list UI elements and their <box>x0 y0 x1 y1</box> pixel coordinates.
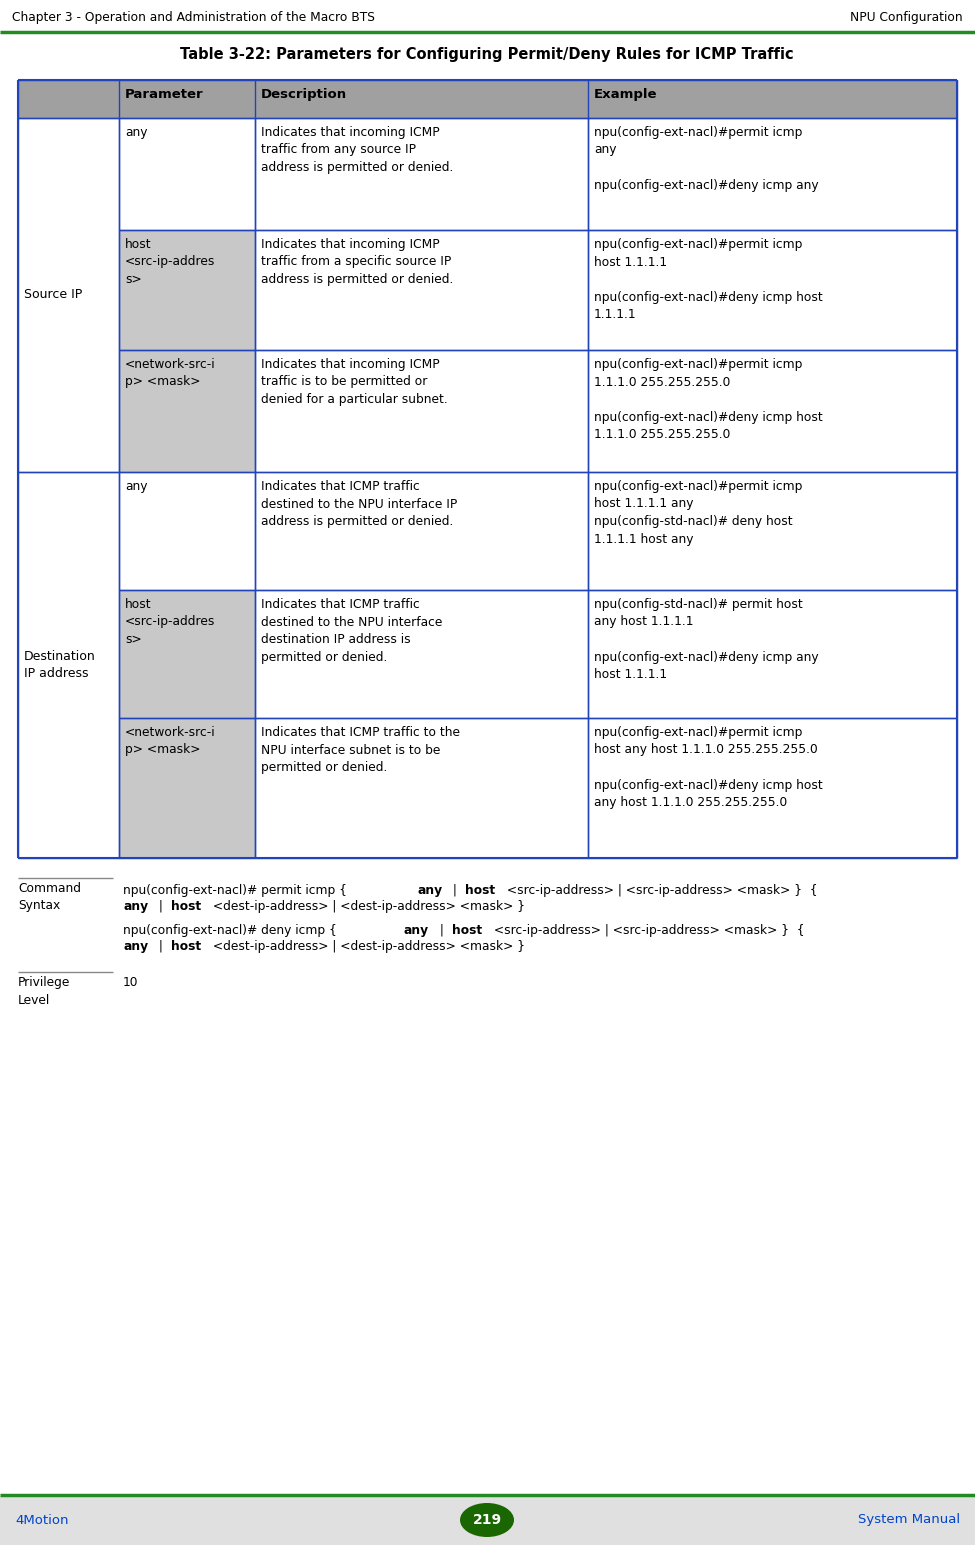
Bar <box>588 473 957 590</box>
Text: Example: Example <box>594 88 657 100</box>
Bar <box>255 473 588 590</box>
Text: Table 3-22: Parameters for Configuring Permit/Deny Rules for ICMP Traffic: Table 3-22: Parameters for Configuring P… <box>180 48 794 62</box>
Bar <box>119 473 255 590</box>
Text: |: | <box>437 924 448 936</box>
Bar <box>18 80 119 117</box>
Bar <box>119 351 255 473</box>
Text: Source IP: Source IP <box>24 289 82 301</box>
Bar <box>588 351 957 473</box>
Text: 4Motion: 4Motion <box>15 1514 68 1526</box>
Text: System Manual: System Manual <box>858 1514 960 1526</box>
Text: Parameter: Parameter <box>125 88 204 100</box>
Text: npu(config-ext-nacl)#permit icmp
host 1.1.1.1

npu(config-ext-nacl)#deny icmp ho: npu(config-ext-nacl)#permit icmp host 1.… <box>594 238 823 321</box>
Text: Indicates that incoming ICMP
traffic from any source IP
address is permitted or : Indicates that incoming ICMP traffic fro… <box>261 127 453 175</box>
Text: |: | <box>449 884 461 898</box>
Text: npu(config-ext-nacl)# permit icmp {: npu(config-ext-nacl)# permit icmp { <box>123 884 351 898</box>
Text: Indicates that ICMP traffic
destined to the NPU interface
destination IP address: Indicates that ICMP traffic destined to … <box>261 598 443 663</box>
Text: <network-src-i
p> <mask>: <network-src-i p> <mask> <box>125 358 215 388</box>
Text: npu(config-ext-nacl)#permit icmp
host any host 1.1.1.0 255.255.255.0

npu(config: npu(config-ext-nacl)#permit icmp host an… <box>594 726 823 810</box>
Text: npu(config-ext-nacl)#permit icmp
any

npu(config-ext-nacl)#deny icmp any: npu(config-ext-nacl)#permit icmp any npu… <box>594 127 819 192</box>
Text: host: host <box>171 901 201 913</box>
Bar <box>119 117 255 230</box>
Text: npu(config-ext-nacl)#permit icmp
1.1.1.0 255.255.255.0

npu(config-ext-nacl)#den: npu(config-ext-nacl)#permit icmp 1.1.1.0… <box>594 358 823 440</box>
Bar <box>588 230 957 351</box>
Text: <dest-ip-address> | <dest-ip-address> <mask> }: <dest-ip-address> | <dest-ip-address> <m… <box>210 901 526 913</box>
Text: Indicates that ICMP traffic to the
NPU interface subnet is to be
permitted or de: Indicates that ICMP traffic to the NPU i… <box>261 726 460 774</box>
Text: host: host <box>171 939 201 953</box>
Text: <dest-ip-address> | <dest-ip-address> <mask> }: <dest-ip-address> | <dest-ip-address> <m… <box>210 939 526 953</box>
Bar <box>255 117 588 230</box>
Text: NPU Configuration: NPU Configuration <box>850 11 963 25</box>
Text: any: any <box>125 480 147 493</box>
Text: Destination
IP address: Destination IP address <box>24 650 96 680</box>
Bar <box>588 718 957 857</box>
Text: Chapter 3 - Operation and Administration of the Macro BTS: Chapter 3 - Operation and Administration… <box>12 11 374 25</box>
Bar <box>588 117 957 230</box>
Text: any: any <box>123 939 148 953</box>
Bar <box>119 718 255 857</box>
Bar <box>255 351 588 473</box>
Bar <box>18 117 119 473</box>
Bar <box>119 80 255 117</box>
Text: Indicates that incoming ICMP
traffic is to be permitted or
denied for a particul: Indicates that incoming ICMP traffic is … <box>261 358 448 406</box>
Text: Privilege
Level: Privilege Level <box>18 976 70 1006</box>
Text: Command
Syntax: Command Syntax <box>18 882 81 913</box>
Text: |: | <box>155 901 167 913</box>
Text: any: any <box>404 924 429 936</box>
Bar <box>588 590 957 718</box>
Bar <box>588 80 957 117</box>
Text: <network-src-i
p> <mask>: <network-src-i p> <mask> <box>125 726 215 757</box>
Text: 219: 219 <box>473 1513 501 1526</box>
Bar <box>119 230 255 351</box>
Text: host
<src-ip-addres
s>: host <src-ip-addres s> <box>125 598 215 646</box>
Text: host
<src-ip-addres
s>: host <src-ip-addres s> <box>125 238 215 286</box>
Text: npu(config-ext-nacl)#permit icmp
host 1.1.1.1 any
npu(config-std-nacl)# deny hos: npu(config-ext-nacl)#permit icmp host 1.… <box>594 480 802 545</box>
Text: any: any <box>417 884 442 898</box>
Bar <box>255 80 588 117</box>
Text: Indicates that ICMP traffic
destined to the NPU interface IP
address is permitte: Indicates that ICMP traffic destined to … <box>261 480 457 528</box>
Bar <box>255 590 588 718</box>
Text: 10: 10 <box>123 976 138 989</box>
Text: any: any <box>123 901 148 913</box>
Bar <box>0 1496 975 1545</box>
Text: <src-ip-address> | <src-ip-address> <mask> }  {: <src-ip-address> | <src-ip-address> <mas… <box>503 884 818 898</box>
Bar <box>255 230 588 351</box>
Ellipse shape <box>460 1503 514 1537</box>
Text: any: any <box>125 127 147 139</box>
Text: host: host <box>465 884 494 898</box>
Text: <src-ip-address> | <src-ip-address> <mask> }  {: <src-ip-address> | <src-ip-address> <mas… <box>490 924 805 936</box>
Text: Indicates that incoming ICMP
traffic from a specific source IP
address is permit: Indicates that incoming ICMP traffic fro… <box>261 238 453 286</box>
Bar <box>119 590 255 718</box>
Text: |: | <box>155 939 167 953</box>
Bar <box>255 718 588 857</box>
Text: host: host <box>451 924 482 936</box>
Text: npu(config-ext-nacl)# deny icmp {: npu(config-ext-nacl)# deny icmp { <box>123 924 340 936</box>
Bar <box>18 473 119 857</box>
Text: Description: Description <box>261 88 347 100</box>
Text: npu(config-std-nacl)# permit host
any host 1.1.1.1

npu(config-ext-nacl)#deny ic: npu(config-std-nacl)# permit host any ho… <box>594 598 819 681</box>
